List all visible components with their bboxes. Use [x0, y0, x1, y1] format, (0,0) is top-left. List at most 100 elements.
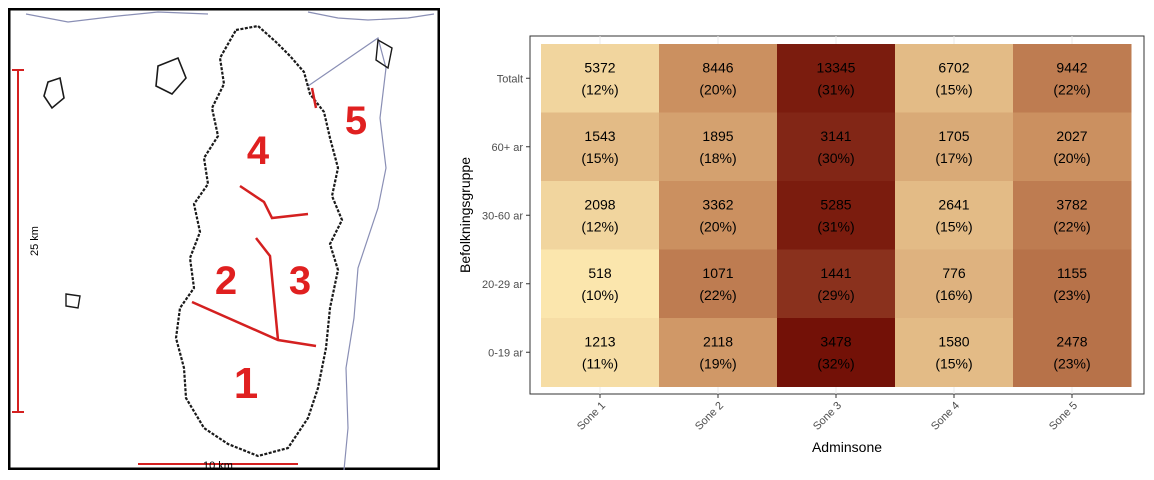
heatmap-cell: [895, 249, 1014, 319]
cell-percent-label: (11%): [582, 355, 618, 371]
cell-value-label: 3478: [820, 333, 851, 349]
boundary-zone-1: [191, 300, 317, 348]
cell-percent-label: (22%): [1053, 81, 1090, 97]
cell-percent-label: (12%): [581, 81, 618, 97]
cell-value-label: 13345: [817, 59, 856, 75]
scale-label-horizontal: 10 km: [203, 460, 233, 470]
cell-percent-label: (20%): [699, 218, 736, 234]
cell-percent-label: (15%): [935, 218, 972, 234]
x-axis-ticks: Sone 1 Sone 2 Sone 3 Sone 4 Sone 5: [575, 394, 1080, 433]
island-small-3: [65, 293, 81, 309]
cell-value-label: 1543: [584, 128, 615, 144]
zone-4-label: 4: [247, 129, 270, 173]
y-tick-label: Totalt: [497, 73, 523, 85]
cell-value-label: 1071: [702, 265, 733, 281]
y-tick-label: 60+ ar: [492, 142, 524, 154]
heatmap-cell: [1013, 44, 1132, 113]
cell-percent-label: (10%): [581, 287, 618, 303]
heatmap-cell: [895, 112, 1014, 182]
heatmap-cell: [659, 44, 778, 113]
zone-1-label: 1: [234, 359, 258, 408]
x-tick-label: Sone 4: [929, 400, 962, 433]
cell-value-label: 1895: [702, 128, 733, 144]
cell-percent-label: (16%): [935, 287, 972, 303]
heatmap-cell: [541, 181, 660, 250]
heatmap-cell: [1013, 318, 1132, 387]
heatmap-cell: [541, 318, 660, 387]
heatmap-cell: [895, 181, 1014, 250]
heatmap-cell: [895, 44, 1014, 113]
island-small-2: [43, 76, 65, 110]
coastline-top: [25, 11, 435, 23]
island-small-4: [375, 38, 393, 70]
cell-percent-label: (19%): [699, 355, 736, 371]
y-axis-ticks: Totalt 60+ ar 30-60 ar 20-29 ar 0-19 ar: [482, 73, 530, 359]
cell-value-label: 8446: [702, 59, 733, 75]
cell-percent-label: (23%): [1053, 355, 1090, 371]
zone-5-label: 5: [345, 99, 367, 143]
boundary-zone-2-3: [255, 237, 280, 341]
x-tick-label: Sone 1: [575, 400, 608, 433]
cell-percent-label: (20%): [1053, 150, 1090, 166]
y-axis-title: Befolkningsgruppe: [457, 157, 473, 273]
heatmap-cell: [659, 112, 778, 182]
x-tick-label: Sone 5: [1047, 400, 1080, 433]
heatmap-cell: [659, 249, 778, 319]
cell-percent-label: (20%): [699, 81, 736, 97]
cell-value-label: 3782: [1056, 196, 1087, 212]
heatmap-cell: [777, 44, 896, 113]
heatmap-cell: [1013, 181, 1132, 250]
cell-percent-label: (30%): [817, 150, 854, 166]
scale-label-vertical: 25 km: [29, 226, 41, 256]
cell-percent-label: (31%): [817, 218, 854, 234]
cell-percent-label: (23%): [1053, 287, 1090, 303]
heatmap-cell: [1013, 112, 1132, 182]
cell-percent-label: (15%): [935, 355, 972, 371]
heatmap-cell: [659, 318, 778, 387]
cell-value-label: 1441: [820, 265, 851, 281]
x-tick-label: Sone 3: [811, 400, 844, 433]
cell-percent-label: (32%): [817, 355, 854, 371]
heatmap-cell: [541, 249, 660, 319]
x-tick-label: Sone 2: [693, 400, 726, 433]
cell-percent-label: (17%): [935, 150, 972, 166]
cell-value-label: 776: [942, 265, 966, 281]
heatmap-svg: 5372 (12%) 8446 (20%) 13345 (31%) 6702 (15%) 944…: [457, 35, 1145, 455]
y-tick-label: 0-19 ar: [488, 347, 523, 359]
heatmap-cell: [777, 318, 896, 387]
cell-value-label: 2478: [1056, 333, 1087, 349]
heatmap-cell: [777, 112, 896, 182]
cell-value-label: 5285: [820, 196, 851, 212]
heatmap-cell: [659, 181, 778, 250]
zone-map-svg: 25 km 10 km 1 2 3 4 5: [7, 7, 441, 472]
cell-percent-label: (15%): [581, 150, 618, 166]
cell-percent-label: (31%): [817, 81, 854, 97]
heatmap-cell: [541, 112, 660, 182]
cell-value-label: 9442: [1056, 59, 1087, 75]
zone-map: 25 km 10 km 1 2 3 4 5: [7, 7, 441, 472]
cell-value-label: 3362: [702, 196, 733, 212]
cell-value-label: 2098: [584, 196, 615, 212]
y-tick-label: 20-29 ar: [482, 279, 523, 291]
coastline-east: [307, 37, 387, 471]
cell-percent-label: (18%): [699, 150, 736, 166]
cell-value-label: 518: [588, 265, 612, 281]
cell-value-label: 1155: [1057, 265, 1087, 281]
y-tick-label: 30-60 ar: [482, 210, 523, 222]
cell-percent-label: (15%): [935, 81, 972, 97]
zone-2-label: 2: [215, 259, 237, 303]
cell-value-label: 1705: [938, 128, 969, 144]
heatmap-cell: [777, 249, 896, 319]
heatmap-cell: [777, 181, 896, 250]
x-axis-title: Adminsone: [812, 439, 882, 455]
cell-value-label: 3141: [820, 128, 851, 144]
heatmap-chart: 5372 (12%) 8446 (20%) 13345 (31%) 6702 (15%) 944…: [440, 0, 1154, 475]
heatmap-cell: [1013, 249, 1132, 319]
cell-value-label: 5372: [584, 59, 615, 75]
boundary-zone-3-4: [239, 184, 309, 220]
cell-value-label: 1213: [584, 333, 615, 349]
heatmap-cell: [541, 44, 660, 113]
heatmap-cell: [895, 318, 1014, 387]
cell-percent-label: (29%): [817, 287, 854, 303]
zone-3-label: 3: [289, 259, 311, 303]
